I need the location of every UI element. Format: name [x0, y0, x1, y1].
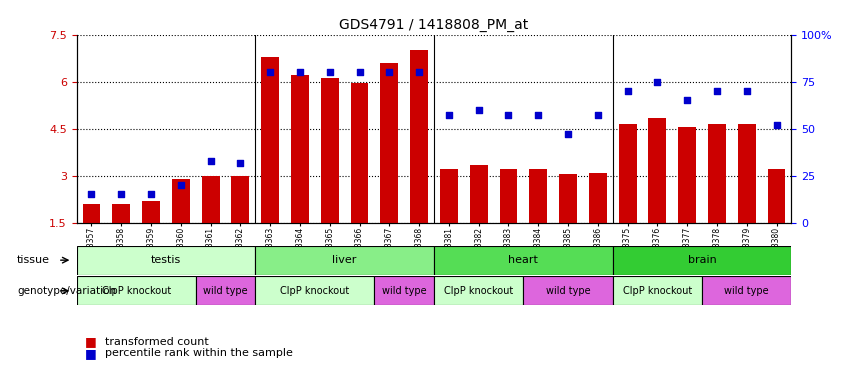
Text: transformed count: transformed count [105, 337, 208, 347]
Bar [440, 169, 458, 223]
Bar [702, 276, 791, 305]
Point [114, 192, 128, 198]
Text: ClpP knockout: ClpP knockout [280, 286, 350, 296]
Bar [434, 276, 523, 305]
Bar [523, 276, 613, 305]
Text: genotype/variation: genotype/variation [17, 286, 116, 296]
Bar [529, 169, 547, 223]
Point [740, 88, 753, 94]
Text: wild type: wild type [724, 286, 769, 296]
Bar [678, 127, 696, 223]
Bar [261, 56, 279, 223]
Bar [172, 179, 190, 223]
Point [650, 79, 664, 85]
Bar [613, 276, 702, 305]
Bar [77, 246, 255, 275]
Point [293, 69, 306, 75]
Bar [500, 169, 517, 223]
Text: ClpP knockout: ClpP knockout [623, 286, 692, 296]
Text: ■: ■ [85, 335, 97, 348]
Point [620, 88, 634, 94]
Bar [374, 276, 434, 305]
Point [680, 98, 694, 104]
Title: GDS4791 / 1418808_PM_at: GDS4791 / 1418808_PM_at [340, 18, 528, 32]
Point [591, 113, 604, 119]
Bar [380, 63, 398, 223]
Point [85, 192, 98, 198]
Text: tissue: tissue [17, 255, 50, 265]
Text: ClpP knockout: ClpP knockout [101, 286, 171, 296]
Point [203, 157, 217, 164]
Bar [196, 276, 255, 305]
Bar [738, 124, 756, 223]
Text: wild type: wild type [545, 286, 591, 296]
Bar [470, 165, 488, 223]
Text: ■: ■ [85, 347, 97, 360]
Text: wild type: wild type [382, 286, 426, 296]
Point [382, 69, 396, 75]
Point [352, 69, 366, 75]
Bar [255, 246, 434, 275]
Bar [202, 176, 220, 223]
Text: liver: liver [333, 255, 357, 265]
Bar [708, 124, 726, 223]
Text: brain: brain [688, 255, 717, 265]
Point [531, 113, 545, 119]
Bar [351, 83, 368, 223]
Text: percentile rank within the sample: percentile rank within the sample [105, 348, 293, 358]
Bar [77, 276, 196, 305]
Point [442, 113, 455, 119]
Text: testis: testis [151, 255, 181, 265]
Bar [619, 124, 637, 223]
Point [501, 113, 515, 119]
Point [233, 159, 247, 166]
Point [144, 192, 157, 198]
Point [710, 88, 723, 94]
Text: heart: heart [508, 255, 539, 265]
Point [174, 182, 187, 188]
Bar [589, 172, 607, 223]
Bar [648, 118, 666, 223]
Bar [231, 176, 249, 223]
Bar [291, 75, 309, 223]
Point [263, 69, 277, 75]
Bar [768, 169, 785, 223]
Bar [559, 174, 577, 223]
Bar [434, 246, 613, 275]
Bar [613, 246, 791, 275]
Bar [112, 204, 130, 223]
Bar [142, 201, 160, 223]
Bar [255, 276, 374, 305]
Point [561, 131, 574, 137]
Bar [410, 50, 428, 223]
Text: wild type: wild type [203, 286, 248, 296]
Text: ClpP knockout: ClpP knockout [444, 286, 513, 296]
Point [769, 122, 783, 128]
Point [471, 107, 485, 113]
Point [412, 69, 426, 75]
Point [323, 69, 336, 75]
Bar [83, 204, 100, 223]
Bar [321, 78, 339, 223]
